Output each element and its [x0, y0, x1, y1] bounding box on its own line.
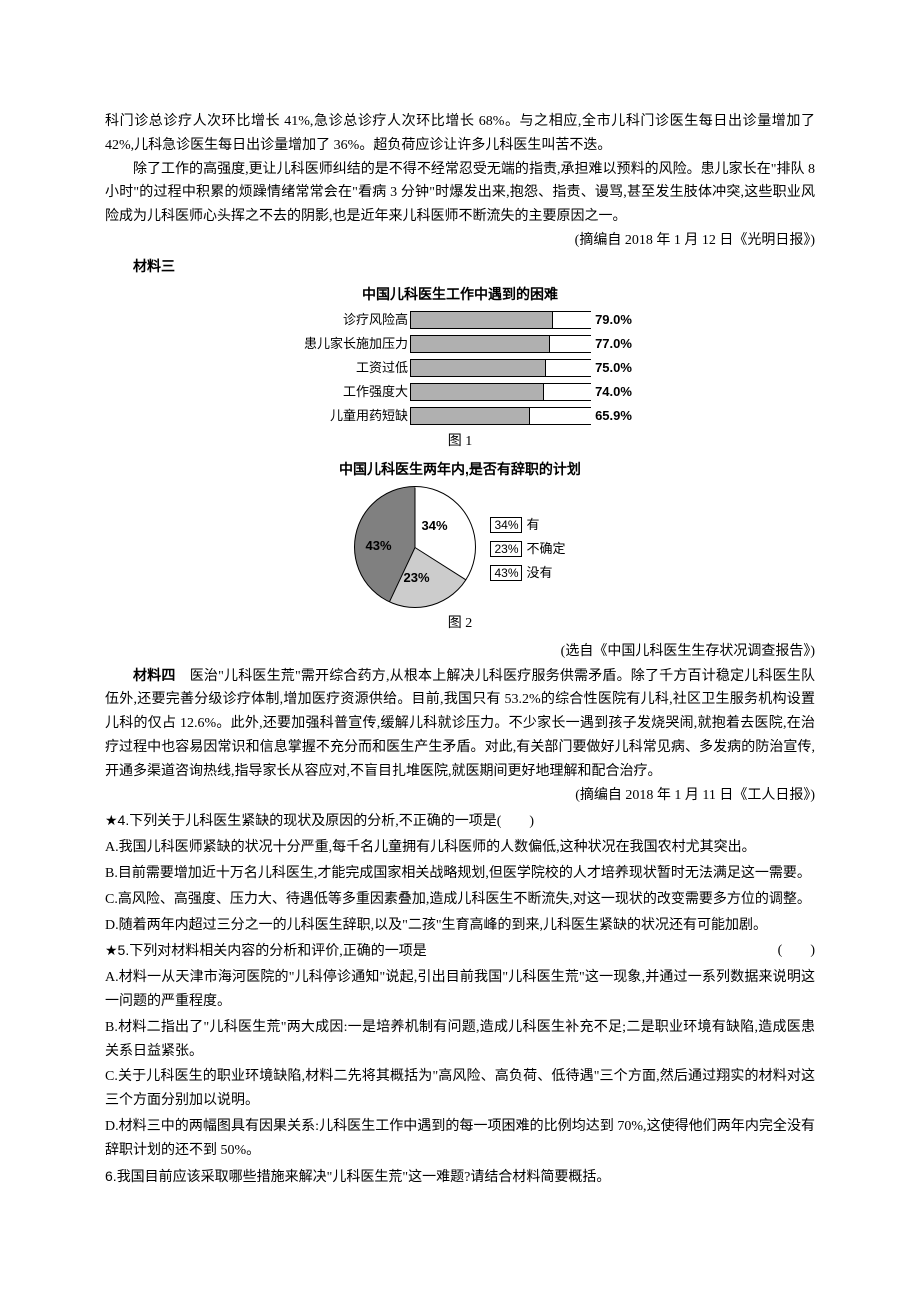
chart1-caption: 图 1 [105, 430, 815, 454]
q5-opt-d: D.材料三中的两幅图具有因果关系:儿科医生工作中遇到的每一项困难的比例均达到 7… [105, 1115, 815, 1163]
material-4-body: 医治"儿科医生荒"需开综合药方,从根本上解决儿科医疗服务供需矛盾。除了千方百计稳… [105, 669, 815, 779]
bar-label: 诊疗风险高 [288, 309, 410, 331]
chart1: 诊疗风险高 79.0% 患儿家长施加压力 77.0% 工资过低 75.0% 工作… [105, 308, 815, 428]
chart2-caption: 图 2 [105, 612, 815, 636]
material-4-title: 材料四 [133, 667, 176, 683]
bar-track [410, 335, 591, 353]
q5-text: 下列对材料相关内容的分析和评价,正确的一项是 [129, 944, 427, 959]
legend-label: 不确定 [526, 538, 565, 560]
q5-opt-a: A.材料一从天津市海河医院的"儿科停诊通知"说起,引出目前我国"儿科医生荒"这一… [105, 966, 815, 1014]
bar-row: 工作强度大 74.0% [288, 381, 632, 403]
bar-fill [411, 360, 546, 376]
legend-box: 34% [490, 517, 522, 533]
q6-stem: 6.我国目前应该采取哪些措施来解决"儿科医生荒"这一难题?请结合材料简要概括。 [105, 1165, 815, 1190]
chart2: 34%23%43% 34%有 23%不确定 43%没有 [105, 486, 815, 608]
bar-label: 儿童用药短缺 [288, 405, 410, 427]
legend-item: 34%有 [490, 514, 565, 536]
q5-opt-b: B.材料二指出了"儿科医生荒"两大成因:一是培养机制有问题,造成儿科医生补充不足… [105, 1016, 815, 1064]
chart2-source: (选自《中国儿科医生生存状况调查报告》) [105, 640, 815, 664]
bar-track [410, 407, 591, 425]
legend-box: 23% [490, 541, 522, 557]
bar-label: 工作强度大 [288, 381, 410, 403]
bar-value: 74.0% [591, 381, 632, 403]
q5-opt-c: C.关于儿科医生的职业环境缺陷,材料二先将其概括为"高风险、高负荷、低待遇"三个… [105, 1065, 815, 1113]
material-4: 材料四 医治"儿科医生荒"需开综合药方,从根本上解决儿科医疗服务供需矛盾。除了千… [105, 664, 815, 784]
chart1-title: 中国儿科医生工作中遇到的困难 [105, 283, 815, 307]
bar-fill [411, 312, 553, 328]
q4-stem: ★4.下列关于儿科医生紧缺的现状及原因的分析,不正确的一项是( ) [105, 809, 815, 834]
bar-track [410, 311, 591, 329]
q4-text: 下列关于儿科医生紧缺的现状及原因的分析,不正确的一项是 [129, 814, 497, 829]
q4-paren: ( ) [497, 814, 534, 829]
bar-row: 儿童用药短缺 65.9% [288, 405, 632, 427]
q4-num: ★4. [105, 812, 129, 828]
top-para-2: 除了工作的高强度,更让儿科医师纠结的是不得不经常忍受无端的指责,承担难以预料的风… [105, 158, 815, 229]
q5-num: ★5. [105, 942, 129, 958]
bar-value: 79.0% [591, 309, 632, 331]
bar-fill [411, 408, 530, 424]
q6-text: 我国目前应该采取哪些措施来解决"儿科医生荒"这一难题?请结合材料简要概括。 [117, 1170, 611, 1185]
q4-opt-c: C.高风险、高强度、压力大、待遇低等多重因素叠加,造成儿科医生不断流失,对这一现… [105, 888, 815, 912]
legend-label: 没有 [526, 562, 552, 584]
top-source: (摘编自 2018 年 1 月 12 日《光明日报》) [105, 229, 815, 253]
bar-row: 诊疗风险高 79.0% [288, 309, 632, 331]
bar-value: 75.0% [591, 357, 632, 379]
bar-label: 患儿家长施加压力 [288, 333, 410, 355]
page: 科门诊总诊疗人次环比增长 41%,急诊总诊疗人次环比增长 68%。与之相应,全市… [0, 0, 920, 1251]
legend-item: 43%没有 [490, 562, 565, 584]
q4-opt-a: A.我国儿科医师紧缺的状况十分严重,每千名儿童拥有儿科医师的人数偏低,这种状况在… [105, 836, 815, 860]
bar-track [410, 359, 591, 377]
q4-opt-d: D.随着两年内超过三分之一的儿科医生辞职,以及"二孩"生育高峰的到来,儿科医生紧… [105, 914, 815, 938]
q5-stem: ★5.下列对材料相关内容的分析和评价,正确的一项是 ( ) [105, 939, 815, 964]
pie: 34%23%43% [354, 486, 476, 608]
legend-box: 43% [490, 565, 522, 581]
material-4-source: (摘编自 2018 年 1 月 11 日《工人日报》) [105, 784, 815, 808]
q4-opt-b: B.目前需要增加近十万名儿科医生,才能完成国家相关战略规划,但医学院校的人才培养… [105, 862, 815, 886]
bar-label: 工资过低 [288, 357, 410, 379]
material-3-title: 材料三 [133, 255, 815, 279]
bar-fill [411, 336, 550, 352]
q6-num: 6. [105, 1168, 117, 1184]
q5-paren: ( ) [778, 939, 815, 963]
legend-item: 23%不确定 [490, 538, 565, 560]
bar-track [410, 383, 591, 401]
bar-value: 65.9% [591, 405, 632, 427]
bar-fill [411, 384, 544, 400]
bar-row: 患儿家长施加压力 77.0% [288, 333, 632, 355]
chart2-title: 中国儿科医生两年内,是否有辞职的计划 [105, 458, 815, 482]
legend-label: 有 [526, 514, 539, 536]
bar-value: 77.0% [591, 333, 632, 355]
pie-legend: 34%有 23%不确定 43%没有 [490, 514, 565, 584]
top-para-1: 科门诊总诊疗人次环比增长 41%,急诊总诊疗人次环比增长 68%。与之相应,全市… [105, 110, 815, 158]
bar-row: 工资过低 75.0% [288, 357, 632, 379]
